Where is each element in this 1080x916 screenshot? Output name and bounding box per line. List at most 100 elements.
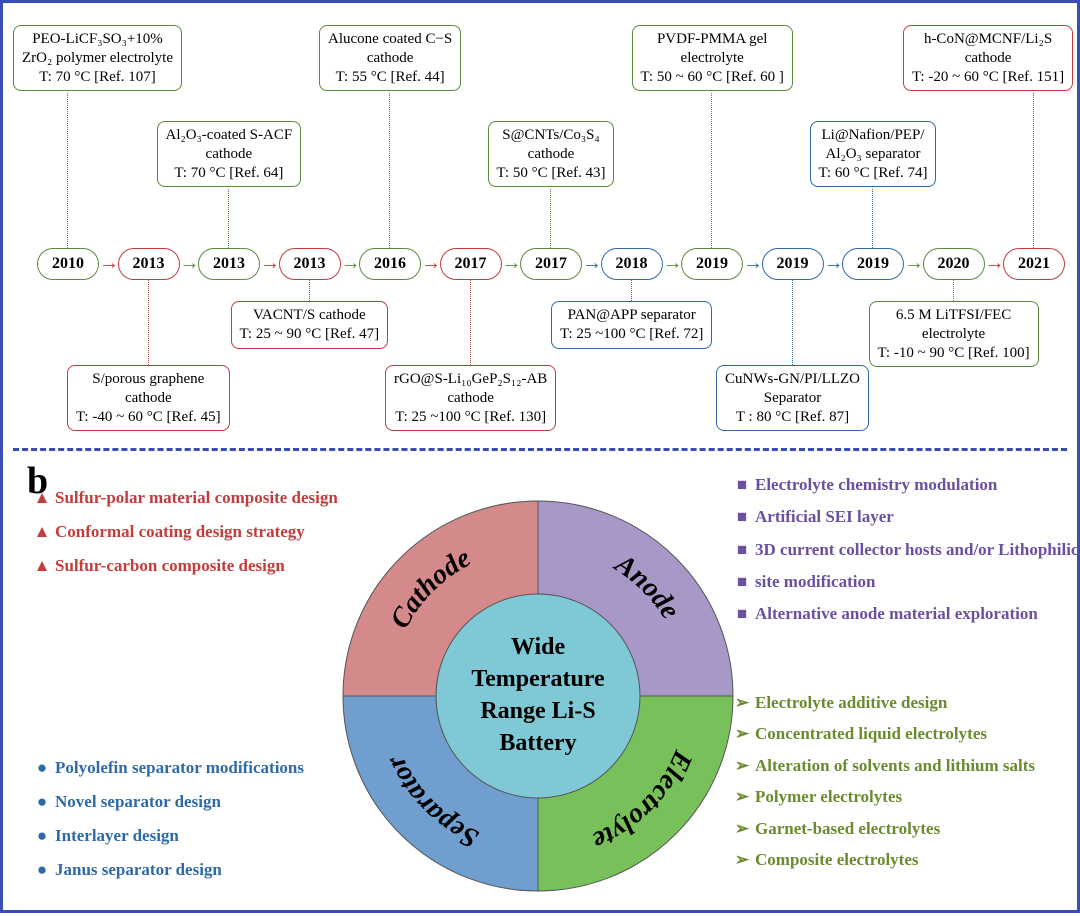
timeline-callout: S/porous graphenecathodeT: -40 ~ 60 °C [… [67, 365, 230, 431]
bullet-text: Electrolyte additive design [755, 693, 947, 712]
center-line-2: Temperature [471, 666, 605, 692]
bullet-marker-icon: ■ [733, 501, 751, 533]
callout-line: S@CNTs/Co₃S₄ [497, 126, 606, 145]
callout-line: T: 50 ~ 60 °C [Ref. 60 ] [641, 68, 784, 87]
center-line-1: Wide [511, 634, 566, 660]
bullet-text: Sulfur-polar material composite design [55, 488, 338, 507]
timeline-callout: h-CoN@MCNF/Li₂ScathodeT: -20 ~ 60 °C [Re… [903, 25, 1073, 91]
callout-connector [631, 280, 632, 301]
timeline-arrow-icon: → [180, 252, 200, 275]
timeline-callout: Al₂O₃-coated S-ACFcathodeT: 70 °C [Ref. … [157, 121, 302, 187]
year-node: 2017 [440, 248, 502, 280]
cathode-item: ▲Sulfur-carbon composite design [33, 549, 338, 583]
timeline-arrow-icon: → [99, 252, 119, 275]
figure-frame: a 20102013201320132016201720172018201920… [0, 0, 1080, 913]
callout-line: T: 70 °C [Ref. 107] [22, 68, 173, 87]
bullet-text: site modification [755, 572, 875, 591]
timeline-arrow-icon: → [260, 252, 280, 275]
year-node: 2016 [359, 248, 421, 280]
bullet-text: 3D current collector hosts and/or Lithop… [755, 540, 1078, 559]
callout-line: ZrO₂ polymer electrolyte [22, 49, 173, 68]
separator-item: ●Janus separator design [33, 853, 304, 887]
year-node: 2019 [681, 248, 743, 280]
callout-line: Al₂O₃-coated S-ACF [166, 126, 293, 145]
timeline-arrow-icon: → [824, 252, 844, 275]
bullet-marker-icon: ▲ [33, 549, 51, 583]
callout-line: T : 80 °C [Ref. 87] [725, 408, 860, 427]
timeline-arrow-icon: → [421, 252, 441, 275]
separator-item: ●Interlayer design [33, 819, 304, 853]
year-node: 2018 [601, 248, 663, 280]
callout-connector [550, 189, 551, 248]
year-node: 2019 [842, 248, 904, 280]
timeline-callout: rGO@S-Li₁₀GeP₂S₁₂-ABcathodeT: 25 ~100 °C… [385, 365, 556, 431]
callout-line: cathode [328, 49, 452, 68]
year-node: 2013 [279, 248, 341, 280]
year-node: 2013 [118, 248, 180, 280]
separator-item: ●Polyolefin separator modifications [33, 751, 304, 785]
electrolyte-item: ➢Concentrated liquid electrolytes [733, 718, 1035, 749]
bullet-text: Artificial SEI layer [755, 507, 894, 526]
anode-list: ■Electrolyte chemistry modulation■Artifi… [733, 469, 1078, 630]
callout-line: electrolyte [878, 325, 1030, 344]
callout-connector [1033, 93, 1034, 248]
bullet-marker-icon: ➢ [733, 718, 751, 749]
callout-connector [470, 280, 471, 365]
callout-line: PAN@APP separator [560, 306, 703, 325]
cathode-item: ▲Sulfur-polar material composite design [33, 481, 338, 515]
callout-line: electrolyte [641, 49, 784, 68]
year-node: 2020 [923, 248, 985, 280]
callout-line: T: -10 ~ 90 °C [Ref. 100] [878, 344, 1030, 363]
bullet-text: Interlayer design [55, 826, 179, 845]
year-node: 2013 [198, 248, 260, 280]
timeline-callout: CuNWs-GN/PI/LLZOSeparatorT : 80 °C [Ref.… [716, 365, 869, 431]
timeline-arrow-icon: → [985, 252, 1005, 275]
bullet-marker-icon: ▲ [33, 481, 51, 515]
bullet-text: Polymer electrolytes [755, 787, 902, 806]
bullet-marker-icon: ➢ [733, 813, 751, 844]
callout-line: T: 25 ~100 °C [Ref. 72] [560, 325, 703, 344]
timeline-callout: PAN@APP separatorT: 25 ~100 °C [Ref. 72] [551, 301, 712, 349]
panel-b: b Cathode [3, 451, 1077, 910]
electrolyte-item: ➢Polymer electrolytes [733, 781, 1035, 812]
anode-item: ■3D current collector hosts and/or Litho… [733, 534, 1078, 566]
timeline-callout: PVDF-PMMA gelelectrolyteT: 50 ~ 60 °C [R… [632, 25, 793, 91]
cathode-item: ▲Conformal coating design strategy [33, 515, 338, 549]
callout-line: PVDF-PMMA gel [641, 30, 784, 49]
electrolyte-item: ➢Electrolyte additive design [733, 687, 1035, 718]
callout-line: Al₂O₃ separator [819, 145, 928, 164]
bullet-marker-icon: ■ [733, 598, 751, 630]
bullet-marker-icon: ● [33, 785, 51, 819]
anode-item: ■Artificial SEI layer [733, 501, 1078, 533]
bullet-text: Composite electrolytes [755, 850, 919, 869]
callout-line: T: 70 °C [Ref. 64] [166, 164, 293, 183]
callout-line: T: 25 ~100 °C [Ref. 130] [394, 408, 547, 427]
bullet-marker-icon: ➢ [733, 750, 751, 781]
callout-line: VACNT/S cathode [240, 306, 380, 325]
bullet-marker-icon: ● [33, 853, 51, 887]
callout-connector [792, 280, 793, 365]
bullet-marker-icon: ➢ [733, 687, 751, 718]
callout-line: rGO@S-Li₁₀GeP₂S₁₂-AB [394, 370, 547, 389]
timeline-callout: Li@Nafion/PEP/Al₂O₃ separatorT: 60 °C [R… [810, 121, 937, 187]
callout-connector [953, 280, 954, 301]
callout-line: cathode [912, 49, 1064, 68]
callout-connector [309, 280, 310, 301]
bullet-text: Alternative anode material exploration [755, 604, 1038, 623]
timeline-arrow-icon: → [502, 252, 522, 275]
bullet-text: Electrolyte chemistry modulation [755, 475, 997, 494]
bullet-text: Janus separator design [55, 860, 222, 879]
cathode-list: ▲Sulfur-polar material composite design▲… [33, 481, 338, 583]
bullet-text: Garnet-based electrolytes [755, 819, 940, 838]
year-node: 2010 [37, 248, 99, 280]
callout-connector [389, 93, 390, 248]
separator-list: ●Polyolefin separator modifications●Nove… [33, 751, 304, 887]
callout-line: T: 55 °C [Ref. 44] [328, 68, 452, 87]
callout-line: S/porous graphene [76, 370, 221, 389]
callout-connector [148, 280, 149, 365]
bullet-marker-icon: ➢ [733, 781, 751, 812]
callout-line: CuNWs-GN/PI/LLZO [725, 370, 860, 389]
timeline-arrow-icon: → [904, 252, 924, 275]
bullet-text: Conformal coating design strategy [55, 522, 305, 541]
timeline-callout: 6.5 M LiTFSI/FECelectrolyteT: -10 ~ 90 °… [869, 301, 1039, 367]
